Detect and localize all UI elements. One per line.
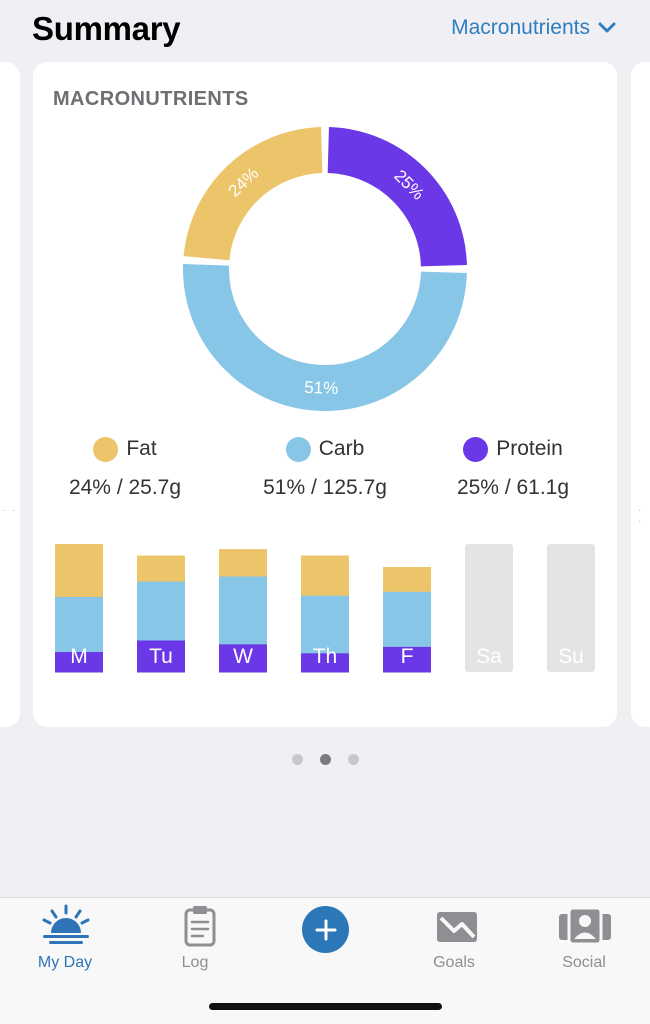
bar-segment-carb-f — [383, 591, 431, 647]
bar-segment-protein-tu — [137, 640, 185, 673]
bar-segment-fat-m — [55, 544, 103, 597]
bar-segment-carb-w — [219, 576, 267, 645]
macronutrient-donut-chart: 25%51%24% — [182, 127, 467, 412]
tab-log[interactable]: Log — [130, 898, 260, 988]
previous-card[interactable] — [0, 62, 20, 727]
fat-value: 24% / 25.7g — [68, 476, 182, 499]
day-bar-w[interactable]: W — [219, 549, 267, 673]
chevron-down-icon — [598, 22, 616, 33]
carb-color-dot — [285, 436, 311, 462]
macronutrients-card[interactable]: MACRONUTRIENTS 25% 51% 24% Fat 24% / 25.7g… — [33, 62, 617, 727]
carb-value: 51% / 125.7g — [263, 476, 387, 499]
bar-segment-carb-m — [55, 596, 103, 653]
selector-label: Macronutrients — [451, 16, 590, 39]
page-dot-3[interactable] — [347, 754, 359, 765]
page-dot-1[interactable] — [291, 754, 303, 765]
bar-segment-protein-th — [301, 652, 349, 673]
tab-my-day[interactable]: My Day — [0, 898, 130, 988]
bar-segment-protein-f — [383, 646, 431, 673]
day-bar-tu[interactable]: Tu — [137, 555, 185, 673]
card-title: MACRONUTRIENTS — [53, 88, 249, 110]
add-button[interactable] — [302, 906, 349, 953]
empty-bar-sa — [465, 544, 513, 672]
next-card-edge: · · — [638, 505, 644, 527]
donut-slice-protein — [327, 127, 467, 267]
tab-label-my-day: My Day — [37, 954, 93, 971]
tab-social[interactable]: Social — [519, 898, 649, 988]
day-label-tu: Tu — [149, 645, 173, 668]
day-label-th: Th — [313, 645, 338, 668]
people-icon — [559, 906, 611, 946]
bar-segment-protein-w — [219, 643, 267, 673]
bar-segment-protein-m — [55, 651, 103, 673]
sunrise-icon — [42, 904, 90, 944]
bar-segment-carb-th — [301, 595, 349, 654]
legend-label-fat: Fat — [126, 437, 157, 460]
legend-label-carb: Carb — [318, 437, 365, 460]
donut-slice-carb — [182, 264, 467, 412]
tab-label-social: Social — [562, 954, 606, 971]
day-label-f: F — [401, 645, 414, 668]
bar-segment-fat-th — [301, 555, 349, 596]
macronutrients-selector[interactable]: Macronutrients — [451, 16, 616, 40]
tab-label-goals: Goals — [433, 954, 475, 971]
donut-label-carb: 51% — [304, 378, 339, 398]
donut-slice-fat — [183, 127, 323, 261]
day-label-sa: Sa — [476, 645, 502, 668]
previous-card-edge: · · — [2, 505, 18, 516]
day-bar-f[interactable]: F — [383, 567, 431, 673]
empty-bar-su — [547, 544, 595, 672]
plus-icon — [315, 919, 336, 940]
weekly-macro-bar-chart: M Tu W Th F Sa Su — [55, 544, 595, 673]
legend-item-protein: Protein 25% / 61.1g — [413, 435, 613, 500]
legend-label-protein: Protein — [496, 437, 563, 460]
header: Summary Macronutrients — [0, 0, 650, 60]
protein-color-dot — [463, 436, 489, 462]
day-label-su: Su — [558, 645, 584, 668]
bar-segment-fat-f — [383, 567, 431, 592]
bar-segment-carb-tu — [137, 581, 185, 641]
fat-color-dot — [93, 436, 119, 462]
next-card[interactable] — [631, 62, 650, 727]
day-bar-m[interactable]: M — [55, 544, 103, 673]
tab-label-log: Log — [181, 954, 209, 971]
home-indicator — [209, 1003, 442, 1010]
bar-segment-fat-w — [219, 549, 267, 577]
legend-item-fat: Fat 24% / 25.7g — [25, 435, 225, 500]
page-dot-2[interactable] — [319, 754, 331, 765]
goals-chart-icon — [437, 912, 477, 942]
day-bar-sa[interactable]: Sa — [465, 544, 513, 672]
page-indicator[interactable] — [0, 754, 650, 765]
day-bar-su[interactable]: Su — [547, 544, 595, 672]
day-label-m: M — [70, 645, 88, 668]
protein-value: 25% / 61.1g — [456, 476, 570, 499]
bar-segment-fat-tu — [137, 555, 185, 582]
day-bar-th[interactable]: Th — [301, 555, 349, 673]
macro-legend: Fat 24% / 25.7g Carb 51% / 125.7g Protei… — [33, 435, 617, 505]
legend-item-carb: Carb 51% / 125.7g — [225, 435, 425, 500]
day-label-w: W — [233, 645, 253, 668]
clipboard-icon — [184, 906, 216, 947]
page-title: Summary — [32, 10, 181, 47]
tab-goals[interactable]: Goals — [389, 898, 519, 988]
